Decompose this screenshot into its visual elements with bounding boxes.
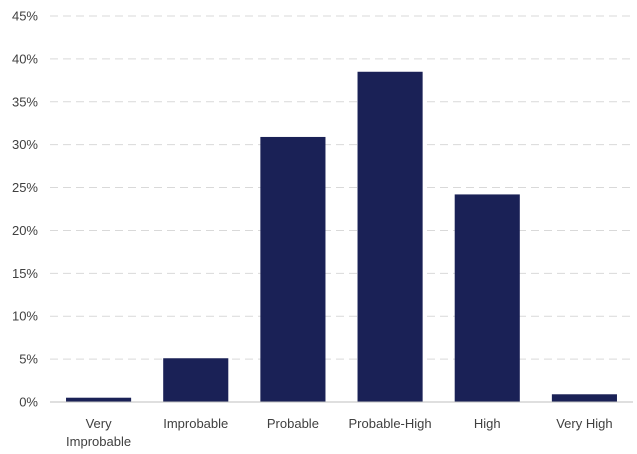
bar: [454, 194, 520, 402]
x-tick-label: High: [474, 416, 501, 431]
x-tick-label: Probable: [267, 416, 319, 431]
y-tick-label: 0%: [19, 395, 38, 410]
bar: [163, 358, 229, 402]
x-tick-label: Improbable: [163, 416, 228, 431]
bar: [551, 394, 617, 402]
y-tick-label: 40%: [12, 51, 38, 66]
y-tick-label: 30%: [12, 137, 38, 152]
y-tick-label: 25%: [12, 180, 38, 195]
y-tick-label: 15%: [12, 266, 38, 281]
bar: [260, 136, 326, 402]
x-axis-tick-labels: Very Improbable Improbable Probable Probable…: [66, 416, 613, 449]
y-tick-label: 35%: [12, 94, 38, 109]
y-axis-tick-labels: 0% 5% 10% 15% 20% 25% 30% 35% 40% 45%: [12, 9, 38, 410]
y-tick-label: 10%: [12, 309, 38, 324]
y-tick-label: 20%: [12, 223, 38, 238]
bar: [66, 397, 132, 402]
y-tick-label: 5%: [19, 352, 38, 367]
x-tick-label: Very Improbable: [66, 416, 131, 449]
bars: [66, 71, 617, 402]
gridlines: [50, 15, 633, 360]
x-tick-label: Probable-High: [349, 416, 432, 431]
x-tick-label: Very High: [556, 416, 612, 431]
y-tick-label: 45%: [12, 9, 38, 24]
bar: [357, 71, 423, 402]
